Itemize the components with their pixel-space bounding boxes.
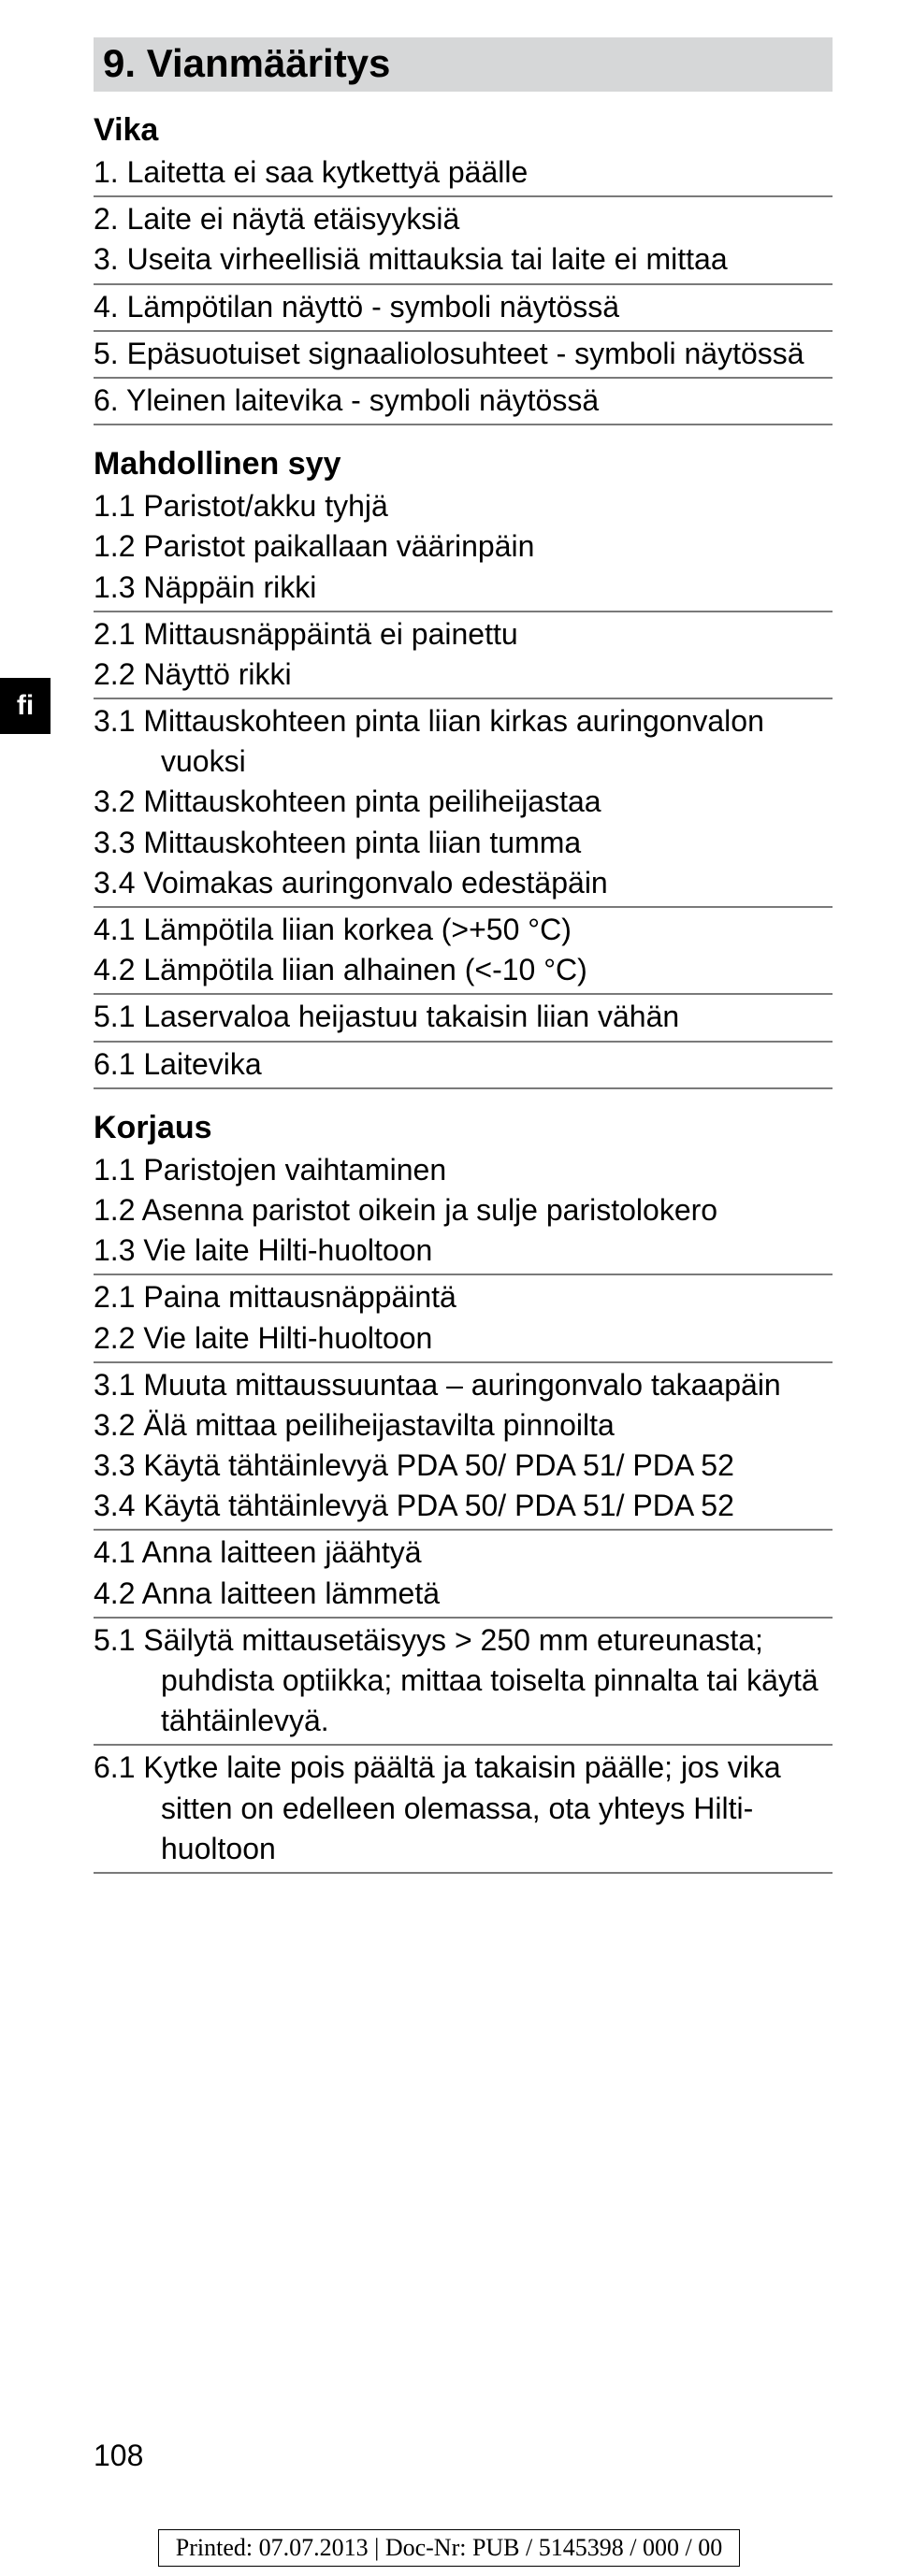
- list-item: 2. Laite ei näytä etäisyyksiä: [94, 199, 833, 239]
- block-heading: Mahdollinen syy: [94, 446, 833, 482]
- list-item: 3.2 Älä mittaa peiliheijastavilta pinnoi…: [94, 1405, 833, 1446]
- page-number: 108: [94, 2439, 143, 2473]
- list-item: 1.3 Näppäin rikki: [94, 568, 833, 608]
- list-group: 1.1 Paristojen vaihtaminen1.2 Asenna par…: [94, 1148, 833, 1276]
- list-item: 5. Epäsuotuiset signaaliolosuhteet - sym…: [94, 334, 833, 374]
- list-item: 4.2 Anna laitteen lämmetä: [94, 1574, 833, 1614]
- list-item: 6.1 Laitevika: [94, 1044, 833, 1085]
- list-item: 1.2 Paristot paikallaan väärinpäin: [94, 526, 833, 567]
- list-group: 1.1 Paristot/akku tyhjä1.2 Paristot paik…: [94, 484, 833, 612]
- list-group: 4.1 Anna laitteen jäähtyä4.2 Anna laitte…: [94, 1531, 833, 1618]
- list-item: 1. Laitetta ei saa kytkettyä päälle: [94, 152, 833, 193]
- list-item: 2.1 Mittausnäppäintä ei painettu: [94, 614, 833, 655]
- section-header-bar: 9. Vianmääritys: [94, 37, 833, 92]
- list-group: 6.1 Kytke laite pois päältä ja takaisin …: [94, 1746, 833, 1874]
- list-group: 5. Epäsuotuiset signaaliolosuhteet - sym…: [94, 332, 833, 379]
- list-group: 2. Laite ei näytä etäisyyksiä3. Useita v…: [94, 197, 833, 284]
- list-item: 4.2 Lämpötila liian alhainen (<-10 °C): [94, 950, 833, 990]
- list-item: 3.4 Käytä tähtäinlevyä PDA 50/ PDA 51/ P…: [94, 1486, 833, 1526]
- list-item: 4.1 Anna laitteen jäähtyä: [94, 1533, 833, 1573]
- list-item: 4.1 Lämpötila liian korkea (>+50 °C): [94, 910, 833, 950]
- list-item: 1.2 Asenna paristot oikein ja sulje pari…: [94, 1190, 833, 1230]
- list-item: 6.1 Kytke laite pois päältä ja takaisin …: [94, 1748, 833, 1869]
- language-code: fi: [17, 690, 34, 722]
- section-number: 9.: [103, 41, 136, 85]
- list-item: 1.1 Paristot/akku tyhjä: [94, 486, 833, 526]
- section-name: Vianmääritys: [147, 41, 391, 85]
- list-group: 6.1 Laitevika: [94, 1043, 833, 1089]
- block-heading: Vika: [94, 112, 833, 149]
- section-title: 9. Vianmääritys: [103, 41, 390, 85]
- footer-print-info: Printed: 07.07.2013 | Doc-Nr: PUB / 5145…: [158, 2529, 740, 2567]
- list-item: 3.3 Käytä tähtäinlevyä PDA 50/ PDA 51/ P…: [94, 1446, 833, 1486]
- list-group: 3.1 Mittauskohteen pinta liian kirkas au…: [94, 699, 833, 908]
- list-item: 1.3 Vie laite Hilti-huoltoon: [94, 1230, 833, 1271]
- list-item: 2.2 Vie laite Hilti-huoltoon: [94, 1318, 833, 1359]
- list-item: 4. Lämpötilan näyttö - symboli näytössä: [94, 287, 833, 327]
- list-item: 5.1 Säilytä mittausetäisyys > 250 mm etu…: [94, 1620, 833, 1742]
- list-group: 4.1 Lämpötila liian korkea (>+50 °C)4.2 …: [94, 908, 833, 995]
- list-item: 3.1 Muuta mittaussuuntaa – auringonvalo …: [94, 1365, 833, 1405]
- list-item: 2.2 Näyttö rikki: [94, 655, 833, 695]
- content-body: Vika1. Laitetta ei saa kytkettyä päälle2…: [94, 112, 833, 1874]
- list-item: 1.1 Paristojen vaihtaminen: [94, 1150, 833, 1190]
- list-group: 2.1 Mittausnäppäintä ei painettu2.2 Näyt…: [94, 612, 833, 699]
- list-item: 3.3 Mittauskohteen pinta liian tumma: [94, 823, 833, 863]
- list-group: 5.1 Laservaloa heijastuu takaisin liian …: [94, 995, 833, 1042]
- list-item: 6. Yleinen laitevika - symboli näytössä: [94, 381, 833, 421]
- document-page: fi 9. Vianmääritys Vika1. Laitetta ei sa…: [0, 0, 898, 2576]
- list-item: 3.1 Mittauskohteen pinta liian kirkas au…: [94, 701, 833, 782]
- list-item: 2.1 Paina mittausnäppäintä: [94, 1277, 833, 1317]
- list-group: 1. Laitetta ei saa kytkettyä päälle: [94, 151, 833, 197]
- list-group: 4. Lämpötilan näyttö - symboli näytössä: [94, 285, 833, 332]
- list-item: 5.1 Laservaloa heijastuu takaisin liian …: [94, 997, 833, 1037]
- list-group: 2.1 Paina mittausnäppäintä2.2 Vie laite …: [94, 1275, 833, 1362]
- list-group: 6. Yleinen laitevika - symboli näytössä: [94, 379, 833, 425]
- list-item: 3.4 Voimakas auringonvalo edestäpäin: [94, 863, 833, 903]
- block-heading: Korjaus: [94, 1110, 833, 1146]
- list-item: 3. Useita virheellisiä mittauksia tai la…: [94, 239, 833, 280]
- list-item: 3.2 Mittauskohteen pinta peiliheijastaa: [94, 782, 833, 822]
- list-group: 3.1 Muuta mittaussuuntaa – auringonvalo …: [94, 1363, 833, 1532]
- list-group: 5.1 Säilytä mittausetäisyys > 250 mm etu…: [94, 1619, 833, 1747]
- footer-bar: Printed: 07.07.2013 | Doc-Nr: PUB / 5145…: [0, 2520, 898, 2576]
- language-tab: fi: [0, 678, 51, 734]
